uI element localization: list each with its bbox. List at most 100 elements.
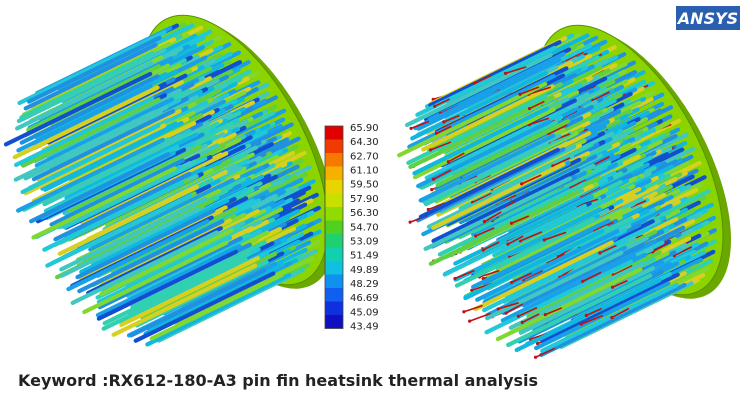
pin [475,229,620,302]
pin [471,162,619,237]
pin [418,133,556,203]
pin [485,245,628,318]
flow-arrow [511,272,533,284]
pin [48,94,199,171]
pin [19,74,160,145]
pin [412,107,556,180]
flow-arrow [570,178,587,189]
pin [434,130,579,204]
legend-swatch [325,166,343,180]
legend-swatch [325,274,343,288]
pin [21,97,161,168]
color-legend: 65.90 64.30 62.70 61.10 59.50 57.90 56.30 54.70… [324,123,379,333]
flow-arrow [523,269,543,281]
pin [97,236,243,310]
flow-arrow-head [503,71,508,75]
pin [485,250,624,321]
pin [540,283,679,353]
pin [77,219,225,294]
legend-swatch [325,193,343,207]
pin [59,197,207,272]
pin [502,246,638,315]
pin [105,152,255,228]
legend-swatch [325,207,343,221]
flow-arrow [482,241,500,251]
pin [426,154,575,229]
pin [34,97,175,168]
pin [79,198,230,275]
pin [133,271,276,343]
pin [407,74,556,149]
pin [147,262,285,332]
pin [82,240,229,315]
legend-label: 59.50 [350,180,379,191]
pin [492,187,630,258]
pin [16,83,153,153]
pin [125,229,262,298]
pin [67,144,203,213]
flow-arrow [591,156,610,167]
flow-arrow-head [535,341,540,346]
pin [145,272,292,347]
flow-arrow [430,141,452,151]
pin [98,218,233,286]
pin [508,162,650,234]
pin [428,40,562,108]
pin [57,184,199,256]
flow-arrow [443,114,460,123]
flow-arrow [483,211,502,223]
flow-arrow [497,302,519,310]
flow-arrow-head [584,313,588,317]
pin [404,52,553,128]
flow-arrow [592,91,610,102]
flow-arrow-head [481,248,485,252]
flow-arrow-head [474,234,478,238]
pin [43,144,180,213]
pin [23,123,167,196]
flow-arrow-head [504,311,508,315]
flow-arrow [535,347,555,358]
pin [96,249,239,321]
pin [539,282,687,358]
flow-arrow [652,241,669,253]
pin [88,177,235,252]
legend-swatch [325,301,343,315]
pin [102,250,251,326]
pin [17,30,167,106]
legend-swatch [325,126,343,140]
flow-arrow [599,244,617,254]
flow-arrow-head [426,207,430,212]
flow-arrow [529,100,545,110]
flow-arrow-head [496,307,500,311]
pin [130,240,267,310]
flow-arrow-head [520,182,524,186]
pin [540,272,680,343]
flow-arrow-head [431,177,436,181]
pin [15,61,154,131]
legend-label: 61.10 [350,166,379,177]
pin [421,133,562,204]
caption: Keyword :RX612-180-A3 pin fin heatsink t… [18,371,538,390]
pin [70,230,219,305]
legend-label: 64.30 [350,137,379,148]
pin [423,131,573,207]
flow-arrow-head [527,106,532,111]
legend-swatch [325,261,343,275]
pin [412,106,550,176]
flow-arrow-head [433,104,437,108]
pin [75,208,216,280]
pin [23,110,163,181]
pin [437,181,587,257]
pin [110,198,262,274]
legend-swatch [325,139,343,153]
flow-arrow [519,86,540,95]
pin [431,162,566,230]
flow-arrow-head [510,280,514,284]
flow-arrow [594,221,614,231]
legend-label: 43.49 [350,322,379,333]
legend-frame [324,125,344,329]
pin [431,168,580,244]
pin [458,154,598,225]
legend-label: 45.09 [350,307,379,318]
pin [101,257,248,331]
